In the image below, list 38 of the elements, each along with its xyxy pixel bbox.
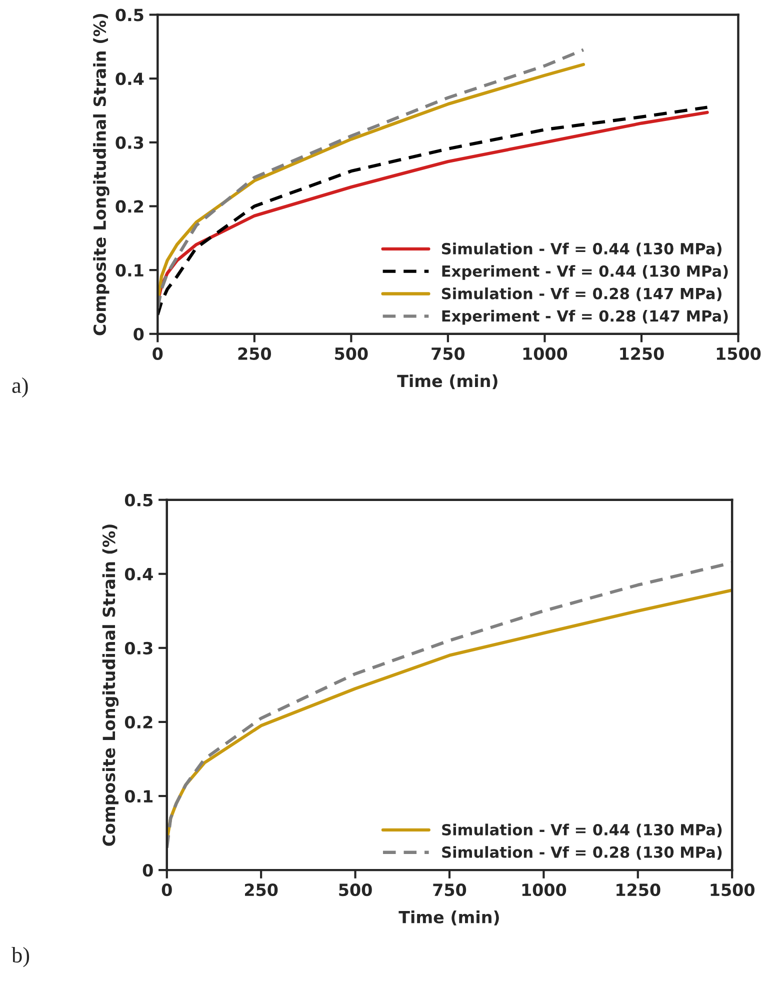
x-tick-label: 1500 — [716, 347, 761, 360]
y-tick-label: 0.3 — [124, 642, 152, 654]
x-tick-label: 1500 — [710, 884, 754, 896]
x-tick-label: 500 — [335, 347, 368, 360]
x-tick-label: 1000 — [523, 347, 568, 360]
x-tick-label: 500 — [339, 884, 372, 896]
text: b) — [12, 946, 30, 968]
legend-label: Experiment - Vf = 0.44 (130 MPa) — [442, 265, 728, 280]
x-tick-label: 1250 — [620, 347, 664, 360]
x-axis-title: Time (min) — [398, 910, 499, 926]
x-tick-label: 250 — [245, 884, 278, 896]
x-tick-label: 0 — [152, 347, 163, 360]
y-tick-label: 0.4 — [124, 568, 153, 580]
y-tick-label: 0.3 — [116, 136, 144, 149]
y-tick-label: 0.1 — [124, 790, 153, 803]
x-tick-label: 0 — [162, 884, 172, 896]
y-axis-title: Composite Longitudinal Strain (%) — [102, 524, 119, 846]
y-tick-label: 0 — [142, 864, 153, 877]
legend-label: Experiment - Vf = 0.28 (147 MPa) — [442, 310, 728, 325]
y-tick-label: 0.4 — [116, 72, 144, 86]
x-tick-label: 1250 — [616, 884, 660, 896]
x-tick-label: 1000 — [522, 884, 566, 896]
legend-label: Simulation - Vf = 0.28 (147 MPa) — [442, 288, 722, 302]
y-tick-label: 0 — [134, 328, 144, 340]
x-tick-label: 750 — [432, 347, 465, 360]
x-tick-label: 250 — [238, 347, 272, 360]
y-tick-label: 0.2 — [116, 200, 144, 213]
y-tick-label: 0.2 — [124, 716, 152, 729]
legend-label: Simulation - Vf = 0.28 (130 MPa) — [442, 846, 722, 860]
text: a) — [12, 377, 28, 398]
legend-label: Simulation - Vf = 0.44 (130 MPa) — [442, 824, 722, 838]
y-tick-label: 0.5 — [116, 8, 144, 22]
y-tick-label: 0.5 — [124, 494, 153, 506]
y-axis-title: Composite Longitudinal Strain (%) — [93, 14, 110, 336]
x-tick-label: 750 — [433, 884, 466, 896]
y-tick-label: 0.1 — [116, 264, 144, 277]
x-axis-title: Time (min) — [397, 374, 498, 390]
legend-label: Simulation - Vf = 0.44 (130 MPa) — [442, 242, 722, 256]
